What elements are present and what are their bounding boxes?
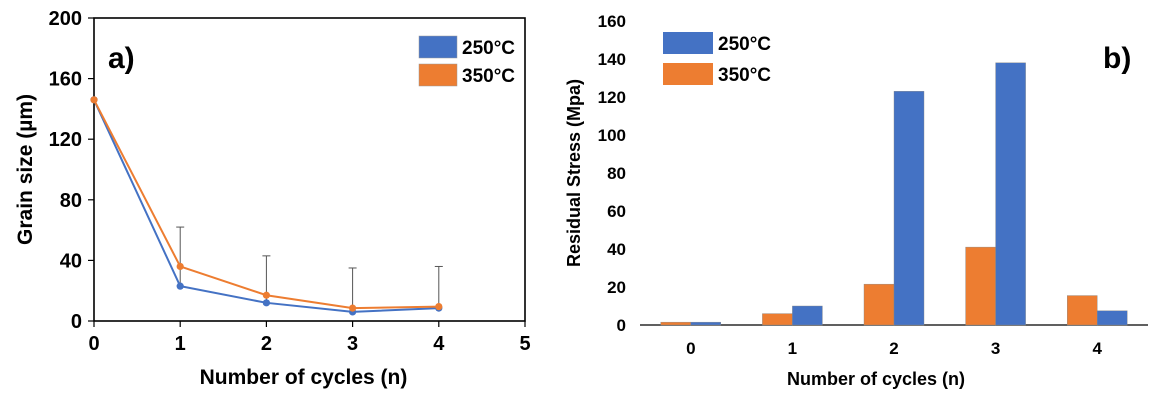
bar-250c-cycle-1 <box>792 305 823 326</box>
y-tick-label: 0 <box>617 316 626 335</box>
bar-350c-cycle-3 <box>965 246 996 326</box>
y-tick-label: 80 <box>607 164 626 183</box>
x-tick-label: 4 <box>433 333 445 355</box>
y-tick-label: 40 <box>60 250 82 272</box>
legend-swatch <box>418 63 458 87</box>
x-tick-label: 4 <box>1092 339 1102 358</box>
x-tick-label: 1 <box>175 333 186 355</box>
bar-350c-cycle-2 <box>863 283 895 326</box>
y-tick-label: 120 <box>598 88 626 107</box>
bar-250c-cycle-4 <box>1096 310 1128 326</box>
legend-swatch <box>663 32 713 54</box>
y-tick-label: 140 <box>598 50 626 69</box>
x-tick-label: 0 <box>88 333 99 355</box>
x-tick-label: 3 <box>347 333 358 355</box>
data-point <box>435 303 443 311</box>
y-tick-label: 0 <box>71 311 82 333</box>
data-point <box>262 299 270 307</box>
x-tick-label: 3 <box>991 339 1000 358</box>
residual-stress-chart: 0 20 40 60 80 100 120 140 160 0 1 2 3 4 Number of cycl… <box>564 12 1148 389</box>
y-axis-label: Residual Stress (Mpa) <box>564 79 584 267</box>
legend-swatch <box>418 35 458 59</box>
plot-frame <box>93 17 526 322</box>
legend-swatch <box>663 63 713 85</box>
x-tick-label: 0 <box>686 339 695 358</box>
bar-350c-cycle-4 <box>1066 295 1098 326</box>
y-tick-label: 120 <box>49 129 82 151</box>
y-tick-label: 200 <box>49 8 82 30</box>
y-tick-label: 20 <box>607 278 626 297</box>
y-tick-label: 80 <box>60 190 82 212</box>
grain-size-chart: 0 40 80 120 160 200 0 1 2 3 4 5 Number of cycles (n)… <box>14 8 531 389</box>
legend-label: 350°C <box>462 66 515 87</box>
x-tick-label: 1 <box>788 339 797 358</box>
y-tick-label: 160 <box>49 69 82 91</box>
bar-350c-cycle-1 <box>762 313 793 326</box>
x-axis-label: Number of cycles (n) <box>787 369 965 389</box>
data-point <box>176 282 184 290</box>
legend-label: 350°C <box>718 65 771 86</box>
y-axis-label: Grain size (µm) <box>14 94 37 245</box>
data-point <box>349 304 357 312</box>
bar-250c-cycle-2 <box>893 91 925 326</box>
bar-250c-cycle-0 <box>690 321 721 326</box>
legend-label: 250°C <box>462 38 515 59</box>
y-tick-label: 40 <box>607 240 626 259</box>
data-point <box>90 96 98 104</box>
y-tick-label: 160 <box>598 12 626 31</box>
x-axis-label: Number of cycles (n) <box>200 366 408 389</box>
legend-label: 250°C <box>718 34 771 55</box>
data-point <box>176 262 184 271</box>
panel-label: b) <box>1103 42 1131 75</box>
bar-350c-cycle-0 <box>660 321 691 326</box>
x-tick-label: 2 <box>261 333 272 355</box>
y-tick-label: 60 <box>607 202 626 221</box>
y-tick-label: 100 <box>598 126 626 145</box>
panel-label: a) <box>108 42 135 75</box>
data-point <box>262 291 270 299</box>
bar-250c-cycle-3 <box>995 62 1026 326</box>
x-tick-label: 2 <box>889 339 898 358</box>
x-tick-label: 5 <box>519 333 530 355</box>
